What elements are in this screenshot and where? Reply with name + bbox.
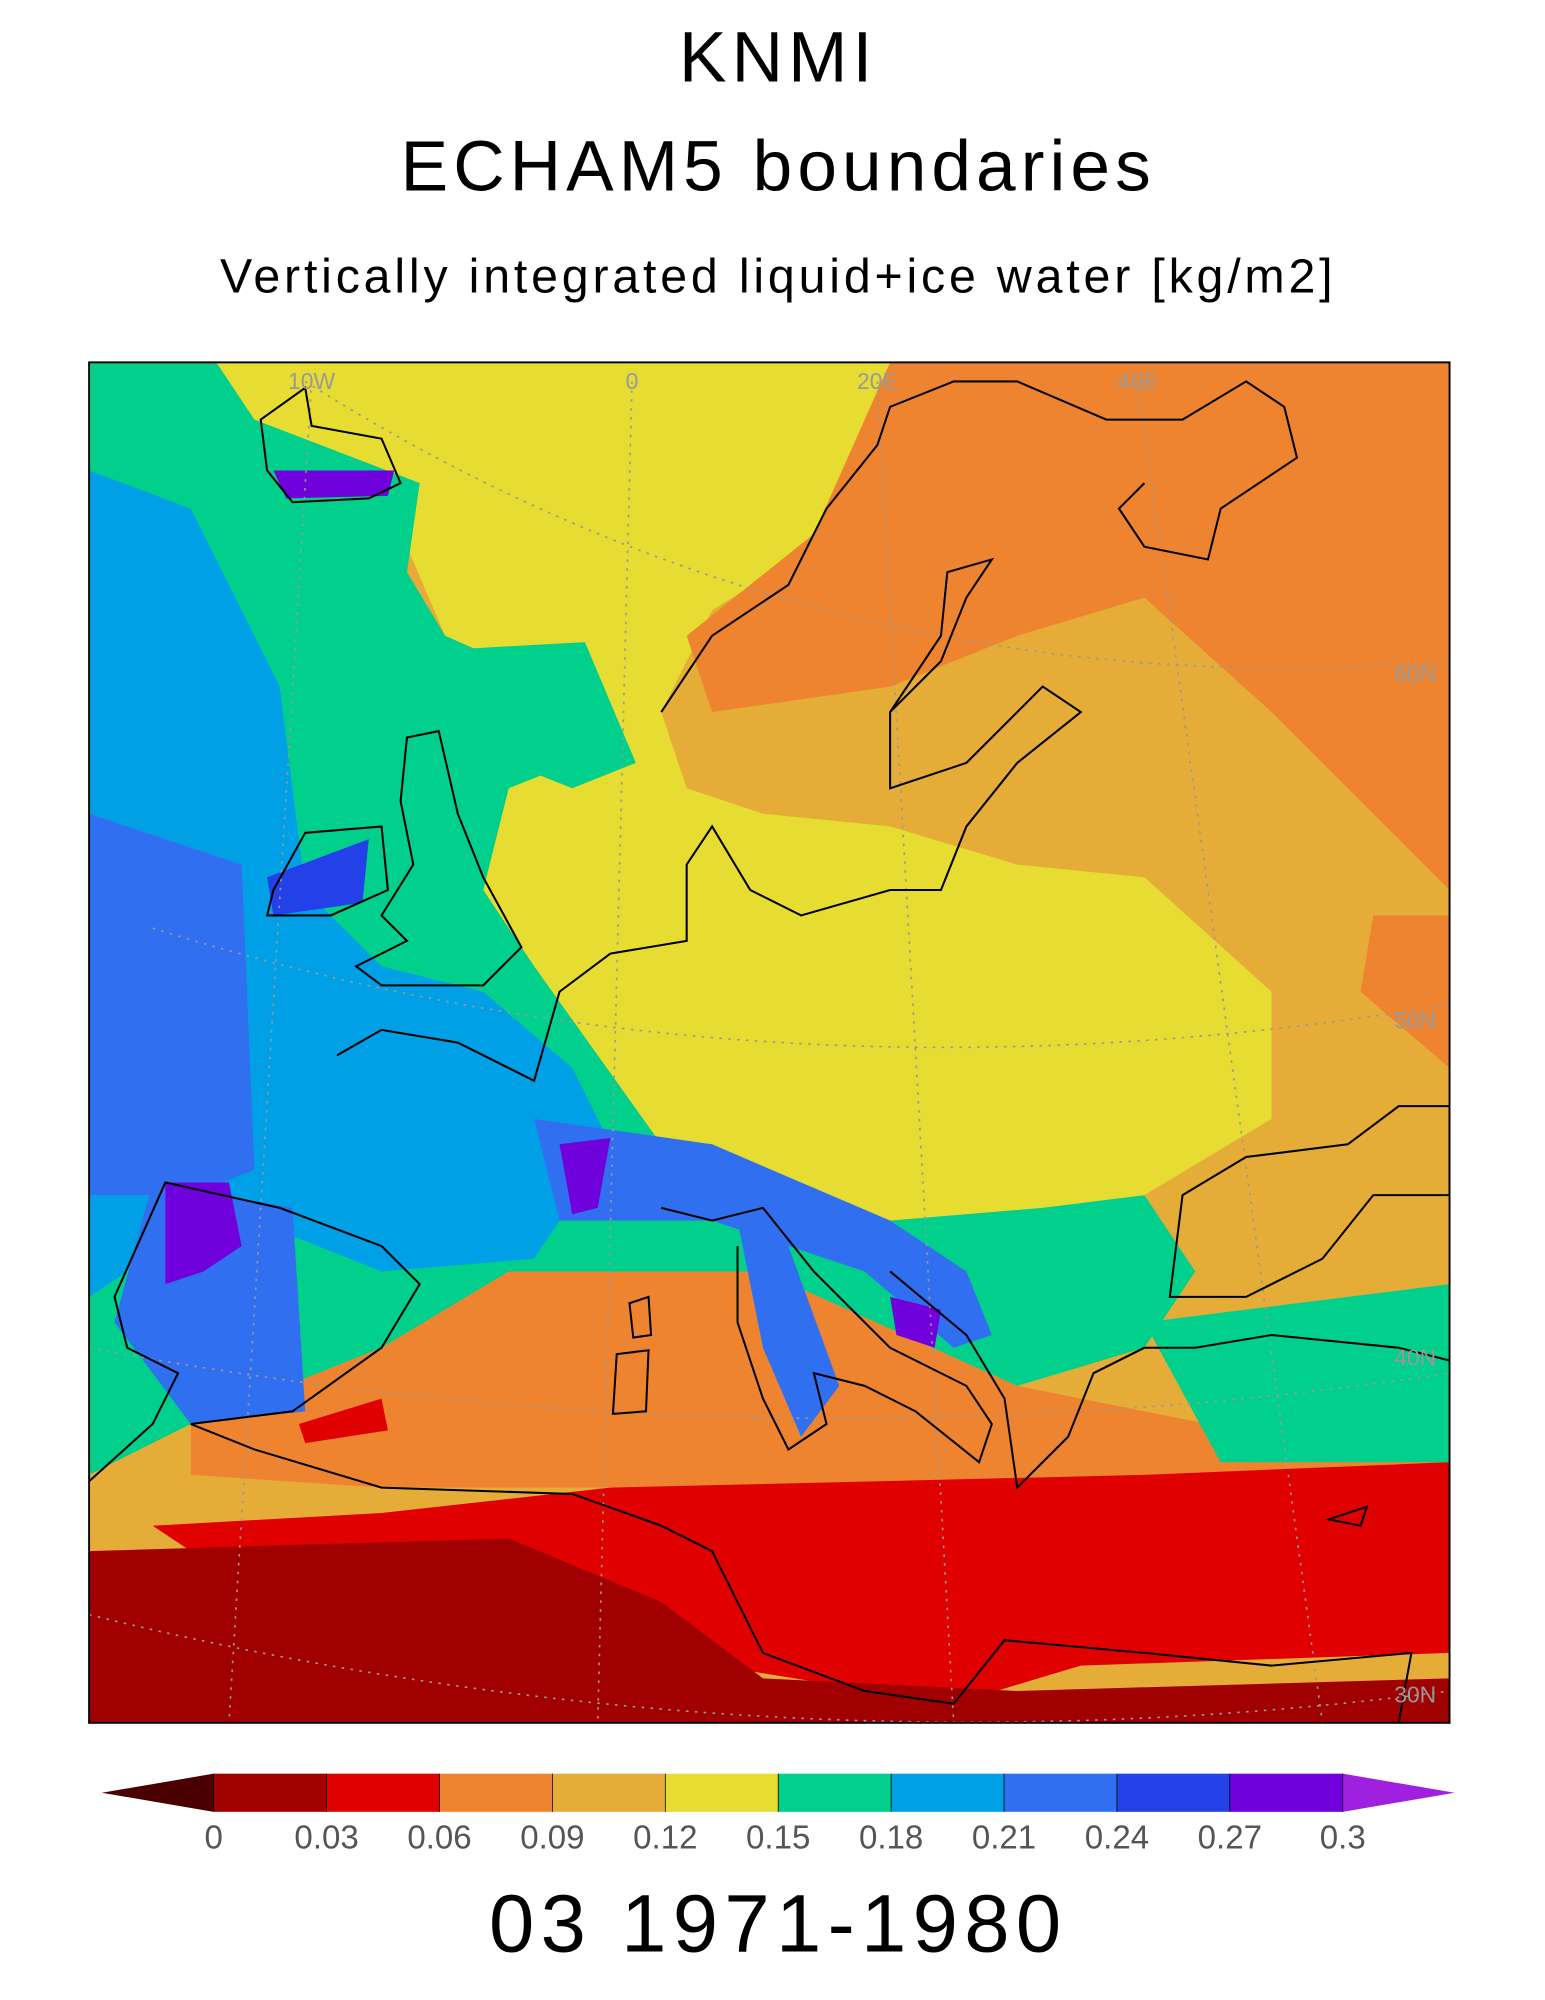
colorbar-extension-high: [1342, 1773, 1455, 1812]
graticule-line: [228, 381, 313, 1723]
lon-label: 10W: [288, 368, 335, 394]
colorbar-box: [439, 1773, 553, 1812]
colorbar-tick-label: 0.09: [520, 1820, 584, 1857]
map-frame: [88, 361, 1451, 1724]
coastline: [611, 1295, 1369, 1527]
coastline: [89, 1181, 1413, 1723]
field-region: [273, 470, 395, 499]
graticule: [89, 380, 1450, 1723]
coastlines: [89, 380, 1450, 1723]
graticule-line: [152, 927, 1450, 1049]
graticule-line: [596, 381, 633, 1723]
variable-label: Vertically integrated liquid+ice water […: [220, 249, 1336, 303]
data-field: [89, 362, 1450, 1723]
colorbar-tick-label: 0: [204, 1820, 222, 1857]
field-region: [298, 1398, 388, 1444]
colorbar-tick-label: 0.18: [859, 1820, 923, 1857]
colorbar-tick-label: 0.21: [972, 1820, 1036, 1857]
graticule-line: [89, 1613, 1450, 1723]
coastline: [661, 1206, 993, 1464]
coastline: [889, 1270, 1450, 1490]
colorbar-box: [665, 1773, 779, 1812]
period-label: 03 1971-1980: [489, 1879, 1067, 1970]
colorbar-tick-label: 0.06: [407, 1820, 471, 1857]
graticule-line: [1137, 381, 1324, 1723]
colorbar-box: [1004, 1773, 1117, 1812]
graticule-labels: 10W 0 20E 40E 60N 50N 40N 30N: [288, 368, 1436, 1707]
colorbar: 0 0.03 0.06 0.09 0.12 0.15 0.18 0.21 0.24 0.27 0.3: [101, 1773, 1455, 1857]
title: KNMI: [679, 18, 877, 97]
lon-label: 0: [626, 368, 639, 394]
field-region: [890, 1296, 941, 1348]
field-region: [114, 1182, 306, 1425]
coastline: [660, 380, 1299, 713]
colorbar-extension-low: [101, 1773, 214, 1812]
colorbar-box: [1229, 1773, 1343, 1812]
lat-label: 40N: [1394, 1345, 1436, 1371]
colorbar-tick-label: 0.24: [1085, 1820, 1149, 1857]
lon-label: 40E: [1118, 368, 1159, 394]
field-region: [470, 642, 636, 789]
lon-label: 20E: [857, 368, 898, 394]
colorbar-box: [778, 1773, 892, 1812]
coastline: [259, 386, 402, 504]
coastline: [1168, 1105, 1450, 1298]
field-region: [165, 1182, 242, 1285]
lat-label: 30N: [1394, 1681, 1436, 1707]
colorbar-box: [552, 1773, 666, 1812]
lat-label: 60N: [1394, 661, 1436, 687]
coastline: [265, 825, 389, 917]
graticule-line: [876, 381, 955, 1723]
field-region: [89, 1538, 1450, 1723]
colorbar-box: [891, 1773, 1005, 1812]
colorbar-box: [1116, 1773, 1230, 1812]
field-region: [737, 1220, 840, 1437]
field-region: [559, 1137, 611, 1215]
field-region: [89, 813, 255, 1196]
coastline: [354, 729, 523, 987]
colorbar-box: [326, 1773, 440, 1812]
field-region: [267, 839, 369, 916]
field-region: [686, 362, 1450, 1069]
subtitle: ECHAM5 boundaries: [401, 128, 1156, 207]
coastline: [336, 557, 1083, 1083]
field-region: [152, 1462, 1450, 1704]
colorbar-box: [213, 1773, 327, 1812]
graticule-line: [304, 380, 1450, 669]
colorbar-tick-label: 0.3: [1320, 1820, 1366, 1857]
colorbar-tick-label: 0.27: [1198, 1820, 1262, 1857]
colorbar-tick-label: 0.03: [294, 1820, 358, 1857]
colorbar-tick-label: 0.12: [633, 1820, 697, 1857]
field-region: [1144, 1284, 1450, 1463]
lat-label: 50N: [1394, 1008, 1436, 1034]
field-region: [216, 362, 1272, 1221]
colorbar-tick-label: 0.15: [746, 1820, 810, 1857]
